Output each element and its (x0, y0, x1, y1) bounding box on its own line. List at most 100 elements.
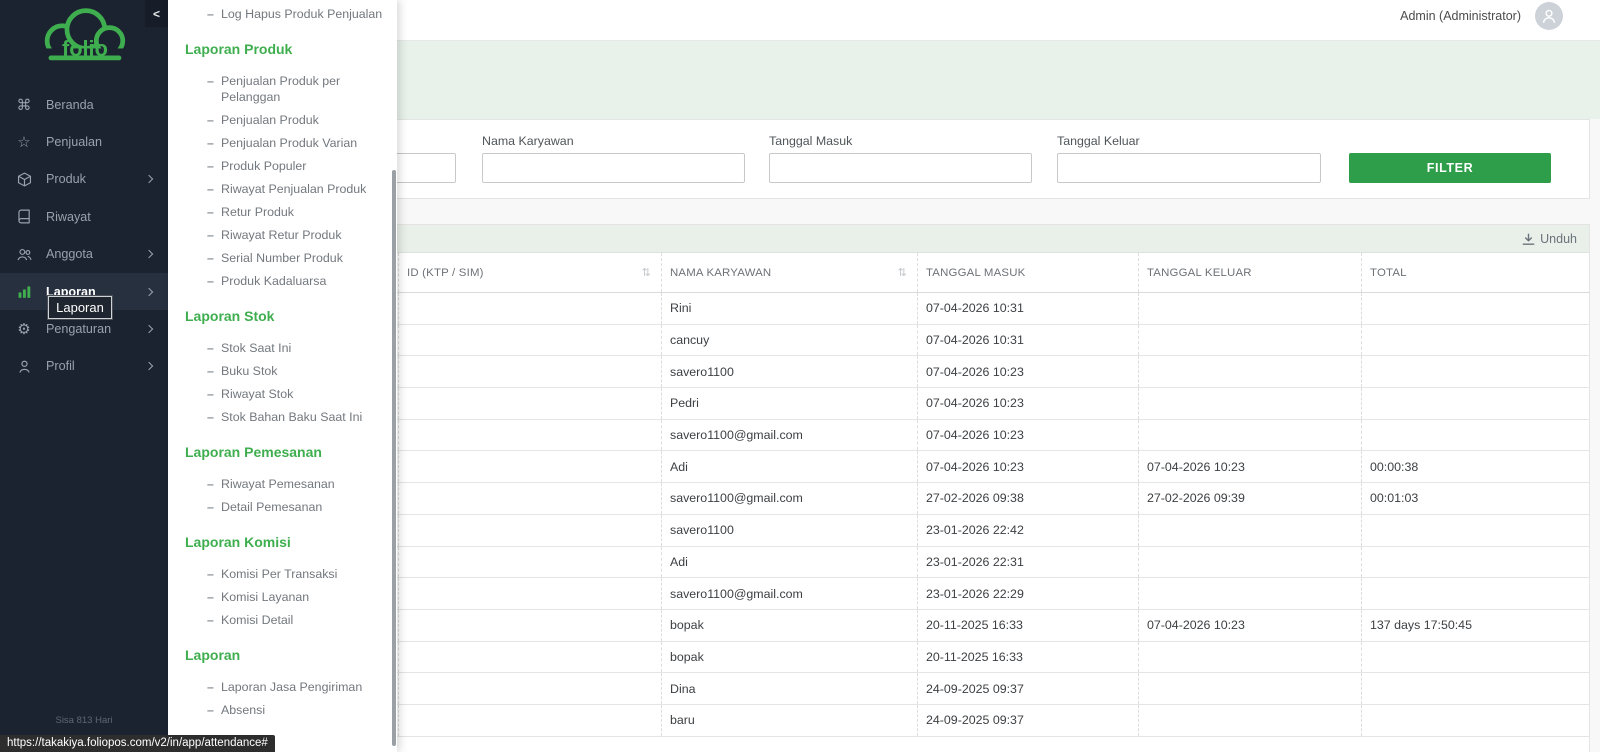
cell-tanggal-masuk: 07-04-2026 10:23 (917, 419, 1138, 451)
cell-total (1361, 324, 1589, 356)
cell-total (1361, 546, 1589, 578)
submenu-item-label: Produk Populer (221, 158, 307, 173)
person-icon (1542, 9, 1556, 23)
download-button[interactable]: Unduh (1522, 225, 1577, 253)
dash-bullet-icon: – (207, 386, 214, 401)
cell-nama-karyawan: cancuy (661, 324, 917, 356)
dash-bullet-icon: – (207, 181, 214, 196)
submenu-item-label: Riwayat Pemesanan (221, 476, 335, 491)
submenu-item-label: Penjualan Produk per Pelanggan (221, 73, 341, 104)
table-row: Pedri 07-04-2026 10:23 (185, 388, 1589, 420)
cell-total (1361, 419, 1589, 451)
table-row: savero1100@gmail.com 23-01-2026 22:29 (185, 578, 1589, 610)
submenu-item-log-hapus-produk-penjualan[interactable]: – Log Hapus Produk Penjualan (207, 2, 397, 25)
sidebar-item-label: Penjualan (46, 135, 103, 150)
sidebar-item-beranda[interactable]: ⌘ Beranda (0, 86, 168, 123)
submenu-item-buku-stok[interactable]: – Buku Stok (207, 359, 397, 382)
sidebar-item-label: Pengaturan (46, 322, 112, 337)
submenu-item-retur-produk[interactable]: – Retur Produk (207, 200, 397, 223)
submenu-item-stok-saat-ini[interactable]: – Stok Saat Ini (207, 336, 397, 359)
chevron-left-icon: < (152, 6, 160, 21)
cube-icon (17, 172, 31, 187)
submenu-item-komisi-layanan[interactable]: – Komisi Layanan (207, 585, 397, 608)
submenu-item-label: Log Hapus Produk Penjualan (221, 6, 383, 21)
sidebar-item-anggota[interactable]: Anggota (0, 236, 168, 273)
filter-card: Nama Karyawan Tanggal Masuk Tanggal Keluar… (184, 119, 1590, 199)
cell-id-ktp-sim (398, 704, 661, 736)
cell-tanggal-masuk: 07-04-2026 10:31 (917, 293, 1138, 324)
submenu-item-label: Laporan Jasa Pengiriman (221, 679, 363, 694)
sidebar-item-pengaturan[interactable]: ⚙ Pengaturan (0, 310, 168, 347)
sidebar-item-label: Anggota (46, 247, 93, 262)
dash-bullet-icon: – (207, 6, 214, 21)
cell-nama-karyawan: Dina (661, 673, 917, 704)
submenu-item-detail-pemesanan[interactable]: – Detail Pemesanan (207, 495, 397, 518)
cell-tanggal-keluar (1138, 324, 1361, 356)
cell-tanggal-keluar (1138, 388, 1361, 419)
submenu-item-laporan-jasa-pengiriman[interactable]: – Laporan Jasa Pengiriman (207, 675, 397, 698)
cell-tanggal-masuk: 27-02-2026 09:38 (917, 483, 1138, 514)
laporan-flyout-menu: – Log Hapus Produk Penjualan Laporan Produ… (168, 0, 397, 752)
sidebar-item-profil[interactable]: Profil (0, 348, 168, 385)
submenu-item-penjualan-produk-per-pelanggan[interactable]: – Penjualan Produk per Pelanggan (207, 69, 397, 108)
svg-text:folio: folio (62, 36, 108, 61)
submenu-item-riwayat-penjualan-produk[interactable]: – Riwayat Penjualan Produk (207, 177, 397, 200)
submenu-item-stok-bahan-baku-saat-ini[interactable]: – Stok Bahan Baku Saat Ini (207, 405, 397, 428)
app-logo[interactable]: folio (29, 8, 139, 75)
user-icon (18, 360, 30, 373)
column-header-total: TOTAL (1361, 253, 1589, 292)
filter-input-tanggal-masuk[interactable] (769, 153, 1032, 183)
cell-tanggal-keluar: 07-04-2026 10:23 (1138, 451, 1361, 483)
submenu-item-riwayat-retur-produk[interactable]: – Riwayat Retur Produk (207, 223, 397, 246)
dash-bullet-icon: – (207, 679, 214, 694)
sidebar-item-label: Riwayat (46, 209, 91, 224)
submenu-item-serial-number-produk[interactable]: – Serial Number Produk (207, 246, 397, 269)
filter-button[interactable]: FILTER (1349, 153, 1551, 183)
filter-input-nama-karyawan[interactable] (482, 153, 745, 183)
column-header-nama-karyawan[interactable]: NAMA KARYAWAN ⇅ (661, 253, 917, 292)
sidebar-collapse-button[interactable]: < (145, 0, 168, 27)
submenu-item-produk-populer[interactable]: – Produk Populer (207, 154, 397, 177)
submenu-item-absensi[interactable]: – Absensi (207, 698, 397, 721)
table-toolbar: Unduh (185, 225, 1589, 253)
cell-tanggal-masuk: 20-11-2025 16:33 (917, 609, 1138, 641)
table-row: cancuy 07-04-2026 10:31 (185, 324, 1589, 357)
submenu-section-laporan: Laporan (185, 647, 241, 663)
cell-tanggal-masuk: 23-01-2026 22:42 (917, 514, 1138, 546)
sidebar-item-penjualan[interactable]: ☆ Penjualan (0, 123, 168, 160)
column-header-id-ktp-sim[interactable]: ID (KTP / SIM) ⇅ (398, 253, 661, 292)
cell-total (1361, 293, 1589, 324)
sort-icon[interactable]: ⇅ (641, 267, 651, 279)
cell-tanggal-masuk: 20-11-2025 16:33 (917, 641, 1138, 673)
avatar[interactable] (1535, 2, 1563, 30)
submenu-item-penjualan-produk-varian[interactable]: – Penjualan Produk Varian (207, 131, 397, 154)
filter-input-tanggal-keluar[interactable] (1057, 153, 1321, 183)
submenu-item-produk-kadaluarsa[interactable]: – Produk Kadaluarsa (207, 269, 397, 292)
cell-tanggal-keluar (1138, 673, 1361, 704)
cell-nama-karyawan: savero1100@gmail.com (661, 419, 917, 451)
cell-tanggal-masuk: 07-04-2026 10:23 (917, 451, 1138, 483)
sidebar-item-laporan[interactable]: Laporan (0, 272, 168, 311)
cell-tanggal-masuk: 23-01-2026 22:31 (917, 546, 1138, 578)
dash-bullet-icon: – (207, 566, 214, 581)
sidebar-item-produk[interactable]: Produk (0, 161, 168, 198)
submenu-item-riwayat-stok[interactable]: – Riwayat Stok (207, 382, 397, 405)
sidebar-item-label: Profil (46, 359, 75, 374)
table-row: savero1100@gmail.com 07-04-2026 10:23 (185, 419, 1589, 452)
star-icon: ☆ (17, 134, 31, 152)
column-header-label: TANGGAL KELUAR (1147, 266, 1252, 279)
submenu-item-penjualan-produk[interactable]: – Penjualan Produk (207, 108, 397, 131)
sidebar-item-label: Laporan (46, 284, 96, 299)
flyout-scrollbar[interactable] (392, 170, 396, 746)
sidebar-item-riwayat[interactable]: Riwayat (0, 198, 168, 235)
submenu-item-riwayat-pemesanan[interactable]: – Riwayat Pemesanan (207, 472, 397, 495)
submenu-item-komisi-per-transaksi[interactable]: – Komisi Per Transaksi (207, 562, 397, 585)
logged-in-user-label: Admin (Administrator) (1400, 9, 1521, 23)
submenu-item-komisi-detail[interactable]: – Komisi Detail (207, 608, 397, 631)
sort-icon[interactable]: ⇅ (897, 267, 907, 279)
sidebar: < folio ⌘ Beranda ☆ Penjualan Produk Riwayat A… (0, 0, 168, 752)
column-header-label: NAMA KARYAWAN (670, 266, 772, 279)
cell-tanggal-keluar (1138, 704, 1361, 736)
cell-nama-karyawan: savero1100 (661, 514, 917, 546)
